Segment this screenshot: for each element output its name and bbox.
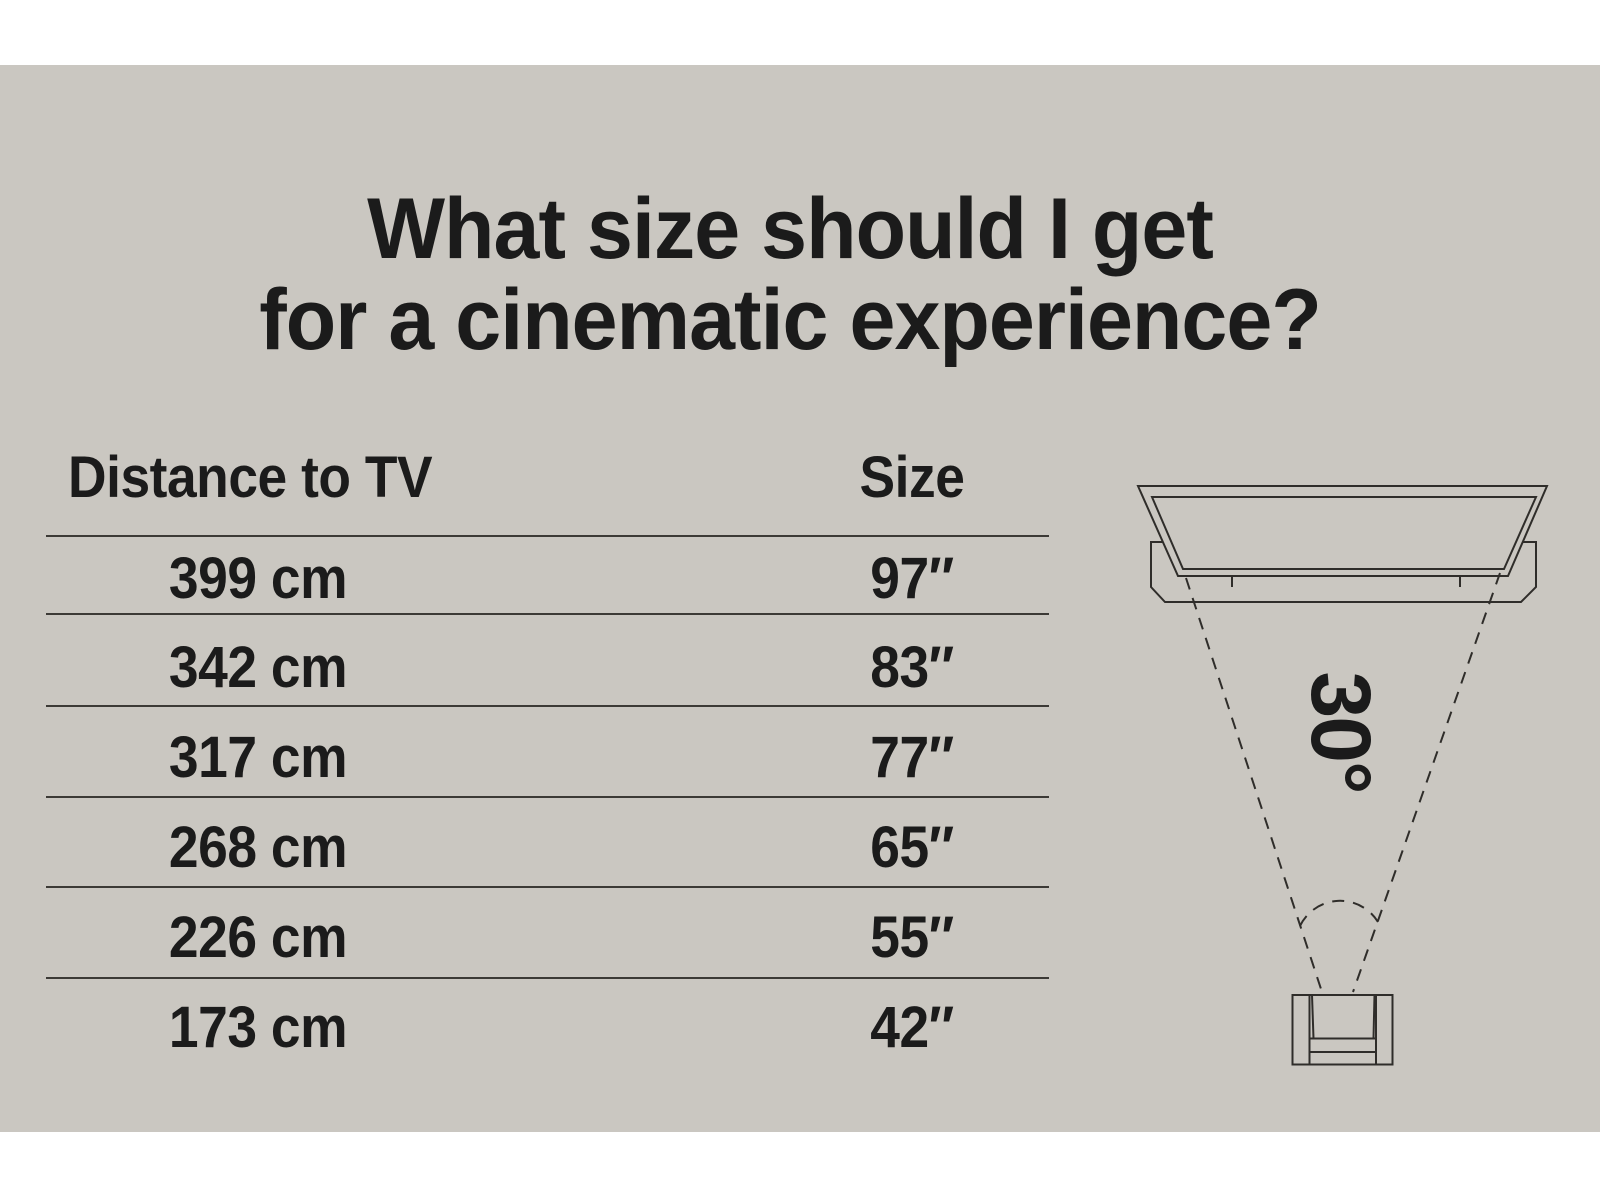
title-line-1: What size should I get [367, 181, 1214, 277]
size-cell: 42″ [870, 995, 954, 1060]
infographic-panel: What size should I get for a cinematic e… [0, 65, 1600, 1132]
table-divider [46, 705, 1049, 707]
tv-screen [1150, 496, 1538, 570]
viewing-angle-arc [1299, 899, 1379, 927]
tv-top-view-icon [1136, 485, 1549, 577]
table-row: 399 cm 97″ [46, 534, 1049, 624]
column-header-distance: Distance to TV [68, 445, 433, 510]
distance-cell: 399 cm [168, 546, 348, 611]
table-row: 268 cm 65″ [46, 803, 1049, 893]
viewing-angle-diagram: 30° [1136, 485, 1549, 1066]
distance-cell: 317 cm [168, 725, 348, 790]
size-cell: 55″ [870, 905, 954, 970]
size-cell: 65″ [870, 815, 954, 880]
size-cell: 97″ [870, 546, 954, 611]
viewing-angle-label: 30° [1294, 671, 1388, 792]
tv-stand [1150, 541, 1537, 603]
table-row: 173 cm 42″ [46, 983, 1049, 1073]
table-row: 342 cm 83″ [46, 623, 1049, 713]
distance-cell: 268 cm [168, 815, 348, 880]
distance-cell: 173 cm [168, 995, 348, 1060]
table-row: 317 cm 77″ [46, 713, 1049, 803]
distance-cell: 226 cm [168, 905, 348, 970]
viewing-angle-right-dashed-line [1352, 572, 1501, 993]
table-row: 226 cm 55″ [46, 893, 1049, 983]
table-divider [46, 886, 1049, 888]
size-cell: 83″ [870, 635, 954, 700]
armchair-top-view-icon [1291, 994, 1394, 1066]
table-divider [46, 796, 1049, 798]
size-cell: 77″ [870, 725, 954, 790]
page-title: What size should I get for a cinematic e… [0, 184, 1580, 366]
title-line-2: for a cinematic experience? [259, 272, 1322, 368]
table-divider [46, 977, 1049, 979]
table-divider [46, 613, 1049, 615]
table-divider [46, 535, 1049, 537]
distance-cell: 342 cm [168, 635, 348, 700]
viewing-angle-left-dashed-line [1185, 577, 1323, 993]
column-header-size: Size [859, 445, 965, 510]
